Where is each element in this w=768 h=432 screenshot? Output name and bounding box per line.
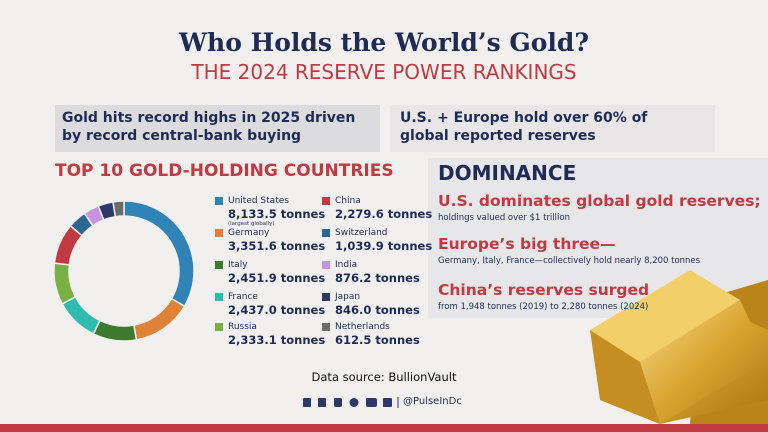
legend-label: Netherlands	[335, 322, 390, 332]
value-label: 2,451.9 tonnes	[228, 271, 326, 285]
detail: holdings valued over $1 trillion	[438, 213, 570, 223]
headline: U.S. dominates global gold reserves;	[438, 192, 761, 210]
highlight-box	[55, 105, 380, 152]
source: Data source: BullionVault	[311, 370, 457, 384]
legend-swatch	[322, 261, 330, 269]
legend-swatch	[322, 293, 330, 301]
legend-swatch	[322, 229, 330, 237]
value-label: 876.2 tonnes	[335, 271, 420, 285]
value-label: 612.5 tonnes	[335, 333, 420, 347]
headline: Europe’s big three—	[438, 235, 616, 253]
detail: from 1,948 tonnes (2019) to 2,280 tonnes…	[438, 302, 649, 312]
legend-swatch	[215, 261, 223, 269]
legend-swatch	[215, 197, 223, 205]
legend-label: Russia	[228, 322, 257, 332]
legend-label: Italy	[228, 260, 248, 270]
legend-label: China	[335, 196, 361, 206]
gold-bars	[590, 270, 768, 424]
legend-label: Switzerland	[335, 228, 388, 238]
chart-title: TOP 10 GOLD-HOLDING COUNTRIES	[55, 161, 394, 181]
annotation: (largest globally)	[228, 221, 275, 227]
highlight: Gold hits record highs in 2025 driven by…	[62, 110, 356, 144]
highlight-box	[390, 105, 715, 152]
value-label: 3,351.6 tonnes	[228, 239, 326, 253]
donut-segment	[132, 297, 186, 341]
section-title: DOMINANCE	[438, 161, 577, 185]
legend-swatch	[215, 323, 223, 331]
donut-segment	[53, 262, 77, 305]
footer-bar	[0, 424, 768, 432]
legend-swatch	[215, 229, 223, 237]
value-label: 8,133.5 tonnes	[228, 207, 326, 221]
legend-label: Germany	[228, 228, 270, 238]
donut-segment	[92, 319, 138, 342]
legend-swatch	[322, 323, 330, 331]
value-label: 1,039.9 tonnes	[335, 239, 433, 253]
value-label: 2,333.1 tonnes	[228, 333, 326, 347]
legend-label: India	[335, 260, 358, 270]
handle: @PulseInDc	[403, 396, 462, 407]
value-label: 2,437.0 tonnes	[228, 303, 326, 317]
donut-segment	[123, 200, 195, 308]
donut-segment	[61, 295, 101, 335]
detail: Germany, Italy, France—collectively hold…	[438, 256, 701, 266]
legend-swatch	[215, 293, 223, 301]
subtitle: THE 2024 RESERVE POWER RANKINGS	[191, 60, 577, 84]
legend-label: United States	[228, 196, 289, 206]
headline: China’s reserves surged	[438, 281, 650, 299]
donut-segment	[112, 200, 125, 218]
social-icons	[303, 397, 399, 408]
highlight: U.S. + Europe hold over 60% of global re…	[400, 110, 648, 144]
title: Who Holds the World’s Gold?	[178, 28, 589, 57]
legend-label: France	[228, 292, 258, 302]
legend-label: Japan	[335, 292, 361, 302]
legend-swatch	[322, 197, 330, 205]
value-label: 2,279.6 tonnes	[335, 207, 433, 221]
value-label: 846.0 tonnes	[335, 303, 420, 317]
